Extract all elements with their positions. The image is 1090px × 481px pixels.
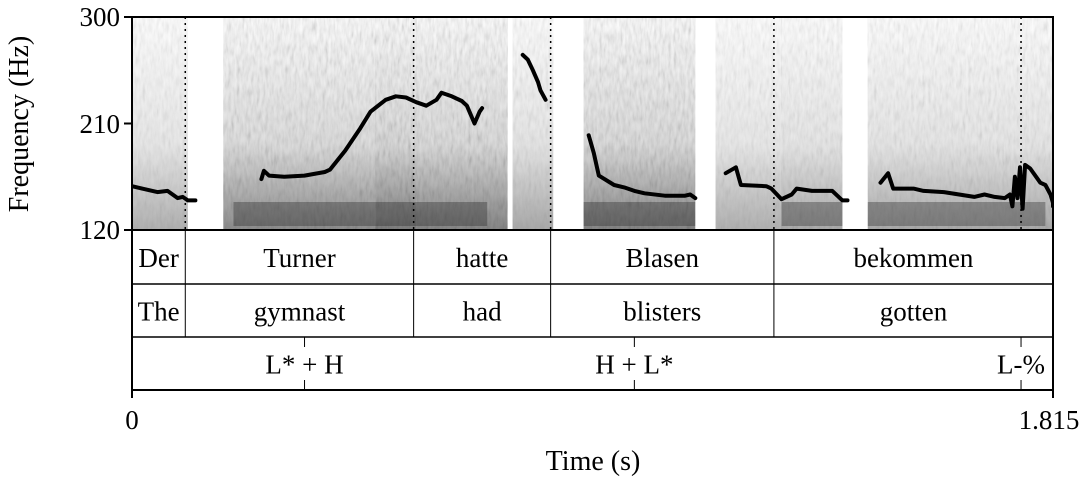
tier-interval-label: gymnast [254, 297, 346, 327]
pitch-segment [586, 133, 698, 201]
x-axis-title: Time (s) [546, 446, 641, 477]
x-tick-label-start: 0 [125, 405, 139, 435]
spectrogram-low-energy [416, 17, 508, 230]
annotation-tiers: Der Turner hatte Blasen bekommen The gymnast ha… [138, 230, 1045, 390]
spectrogram-band [781, 202, 843, 226]
tone-label: L-% [997, 350, 1045, 380]
x-axis: 0 1.815 Time (s) [125, 390, 1079, 477]
y-axis-title: Frequency (Hz) [4, 36, 35, 212]
tier-interval-label: gotten [880, 297, 948, 327]
tier-interval-label: blisters [623, 297, 701, 327]
spectrogram-low-energy [781, 17, 843, 230]
tier-interval-label: Der [138, 243, 178, 273]
pitch-segment [723, 165, 850, 203]
spectrogram-low-energy [223, 17, 376, 230]
x-tick-label-end: 1.815 [1019, 405, 1080, 435]
spectrogram-band [375, 202, 488, 226]
spectrogram-low-energy [375, 17, 417, 230]
spectrogram-low-energy [512, 17, 554, 230]
y-tick-label-120: 120 [80, 215, 121, 245]
y-axis: 300 210 120 Frequency (Hz) [4, 2, 132, 245]
tier-interval-label: hatte [456, 243, 508, 273]
tier-interval-label: The [138, 297, 180, 327]
pitch-segment [520, 52, 548, 102]
tier-interval-label: Blasen [626, 243, 700, 273]
tone-label: L* + H [265, 350, 343, 380]
pitch-segment [259, 90, 485, 182]
tier-interval-label: bekommen [853, 243, 973, 273]
spectrogram-low-energy [583, 17, 696, 230]
spectrogram-low-energy [715, 17, 782, 230]
pitch-contour [132, 52, 1053, 211]
tone-label: H + L* [595, 350, 673, 380]
pitch-segment [878, 162, 1053, 211]
spectrogram-low-energy [867, 17, 1053, 230]
tier-interval-label: had [463, 297, 502, 327]
y-tick-label-300: 300 [80, 2, 121, 32]
spectrogram-band [867, 202, 1046, 226]
spectrogram-low-energy [132, 17, 188, 230]
y-tick-label-210: 210 [80, 109, 121, 139]
spectrogram-band [233, 202, 376, 226]
pitch-segment [132, 184, 198, 203]
tier-frame [131, 229, 1054, 391]
spectrogram [132, 17, 1053, 230]
tier-interval-label: Turner [263, 243, 336, 273]
spectrogram-band [583, 202, 696, 226]
